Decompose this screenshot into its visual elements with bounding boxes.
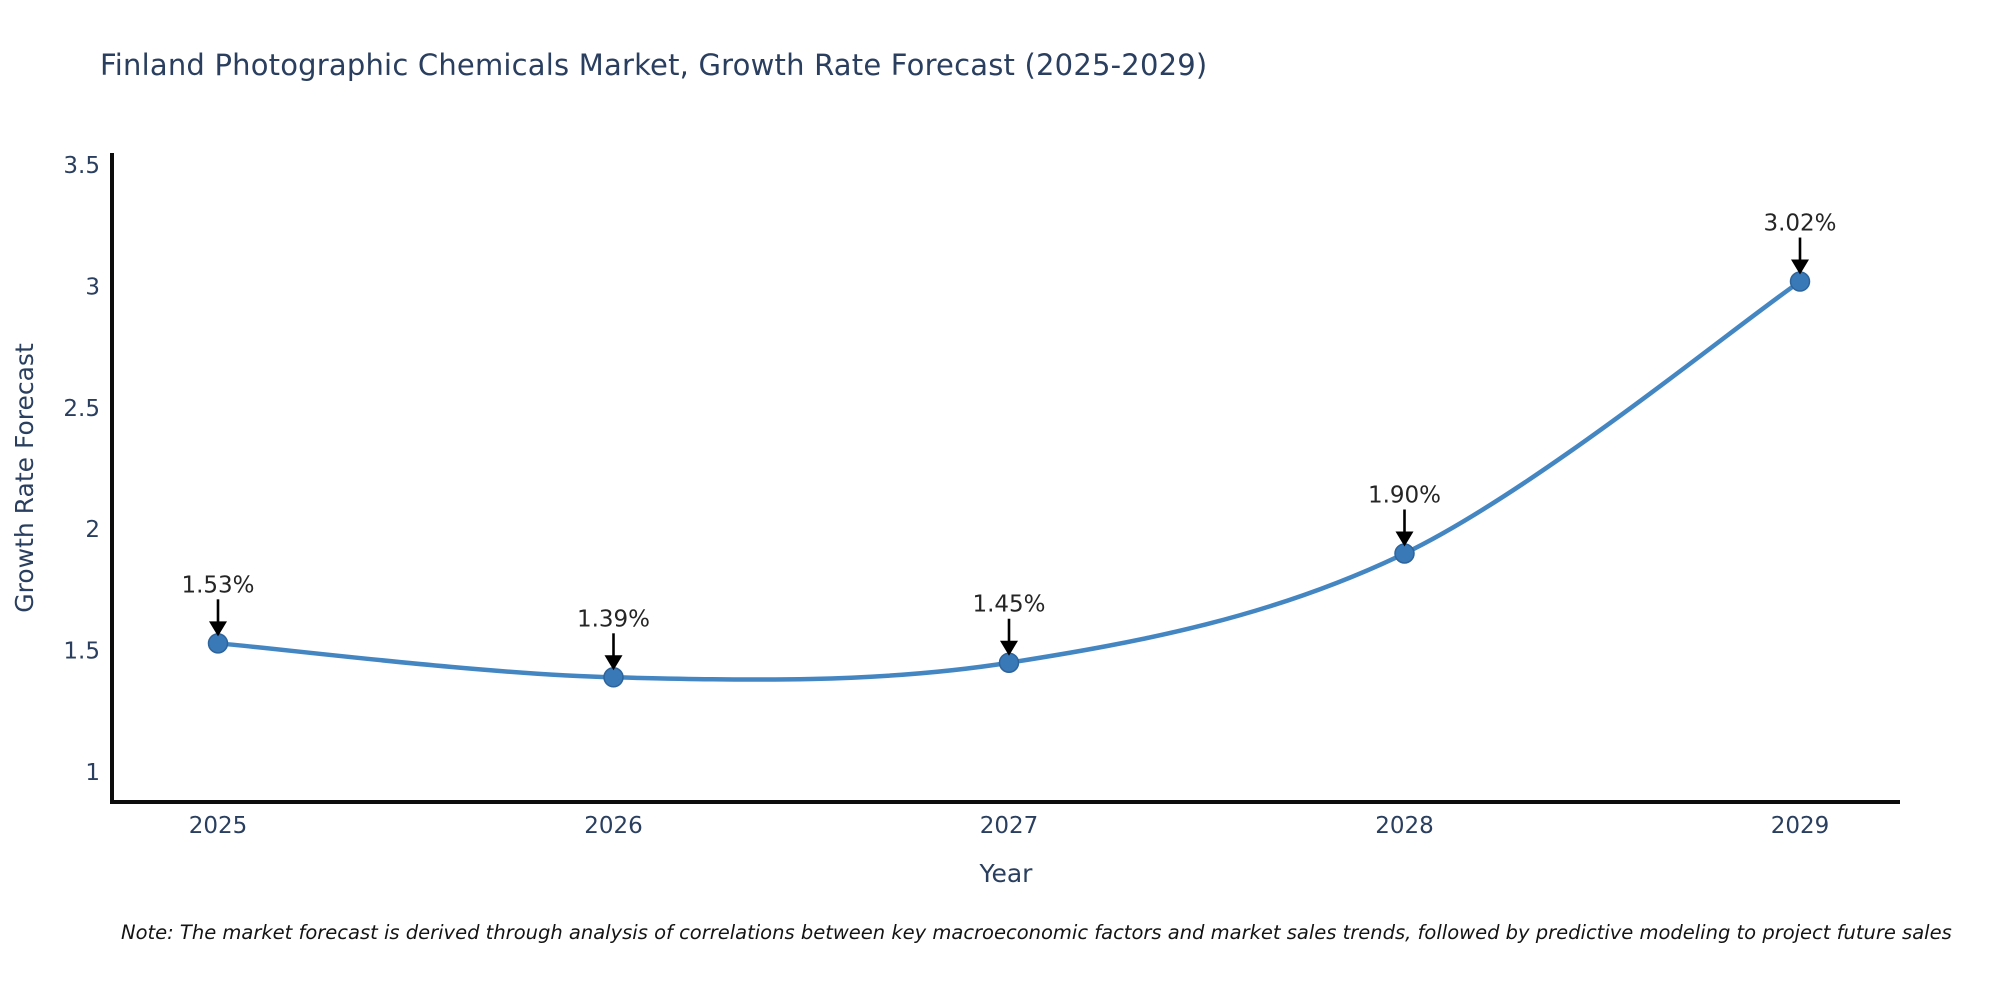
annotation-arrowhead-icon (1395, 531, 1414, 547)
data-point-label: 1.45% (972, 592, 1045, 618)
data-point-label: 1.90% (1368, 482, 1441, 508)
y-tick-label: 3.5 (63, 153, 100, 179)
y-tick-label: 2 (85, 517, 100, 543)
footnote: Note: The market forecast is derived thr… (121, 921, 1952, 944)
x-axis-title: Year (979, 859, 1034, 888)
x-tick-label: 2029 (1771, 813, 1830, 839)
x-tick-label: 2028 (1375, 813, 1434, 839)
data-point-marker[interactable] (998, 652, 1020, 673)
annotation-arrowhead-icon (1791, 259, 1809, 275)
data-point-label: 3.02% (1763, 211, 1836, 237)
data-point-label: 1.53% (181, 572, 254, 598)
y-tick-label: 2.5 (63, 396, 100, 422)
data-point-label: 1.39% (577, 606, 650, 632)
data-point-marker[interactable] (1789, 271, 1811, 292)
x-tick-label: 2027 (980, 813, 1039, 839)
data-point-marker[interactable] (1394, 543, 1415, 564)
annotation-arrowhead-icon (1000, 640, 1018, 656)
chart-title: Finland Photographic Chemicals Market, G… (100, 48, 1208, 82)
annotation-arrowhead-icon (209, 621, 227, 637)
y-axis-title: Growth Rate Forecast (10, 343, 39, 613)
x-tick-label: 2026 (584, 813, 643, 839)
annotation-arrowhead-icon (604, 655, 623, 671)
data-point-marker[interactable] (603, 667, 624, 688)
y-tick-label: 3 (85, 274, 100, 300)
y-tick-label: 1 (85, 760, 100, 786)
x-tick-label: 2025 (189, 813, 248, 839)
data-point-marker[interactable] (207, 633, 229, 654)
y-tick-label: 1.5 (63, 639, 100, 665)
